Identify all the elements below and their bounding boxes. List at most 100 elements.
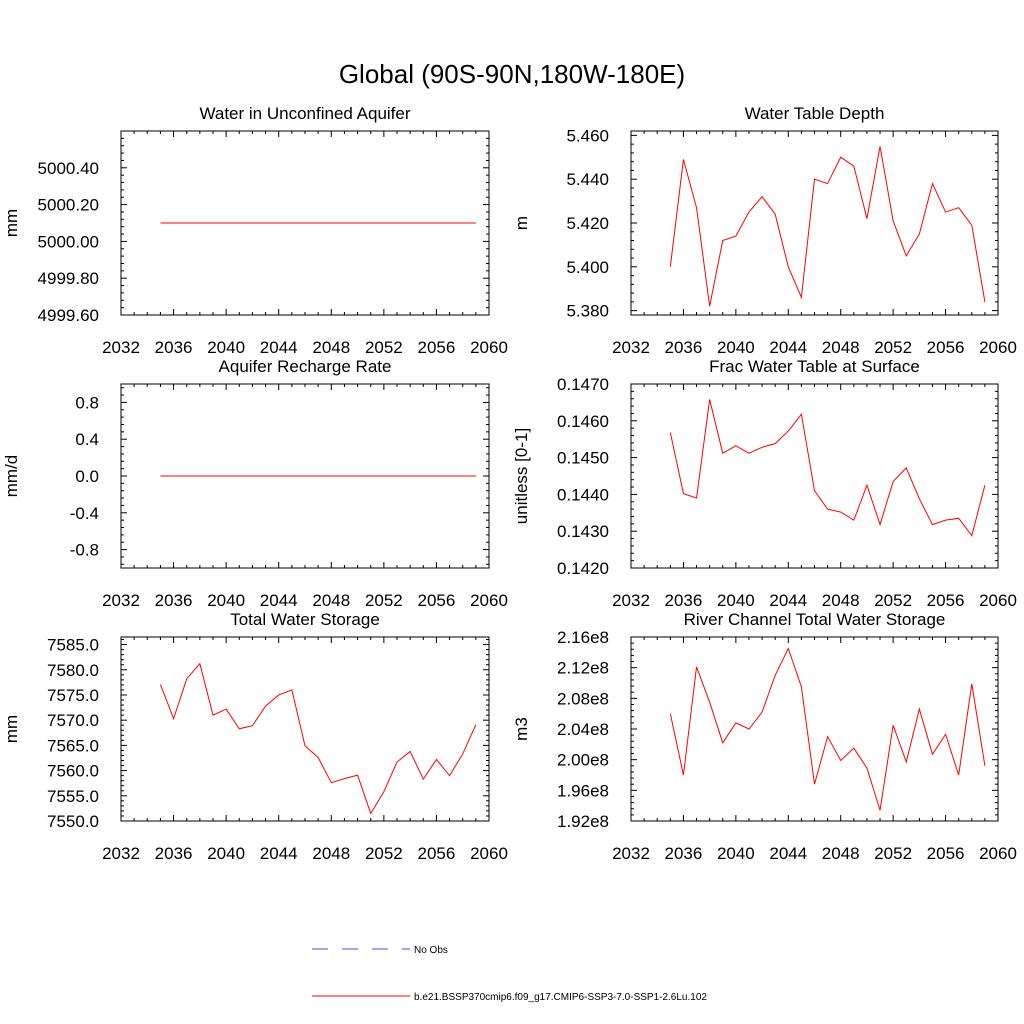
- x-tick-label: 2056: [418, 338, 456, 357]
- y-tick-label: 5000.20: [38, 196, 99, 215]
- x-tick-label: 2040: [207, 591, 245, 610]
- x-tick-label: 2036: [665, 591, 703, 610]
- y-axis-label: m: [512, 216, 531, 230]
- x-tick-label: 2060: [979, 844, 1017, 863]
- y-tick-label: 5.400: [566, 258, 609, 277]
- y-tick-label: -0.4: [70, 504, 99, 523]
- y-tick-label: 7565.0: [47, 736, 99, 755]
- x-tick-label: 2040: [717, 338, 755, 357]
- series-line: [669, 146, 986, 307]
- chart-panel-0: 2032 2036 2040 2044 2048 2052 2056 2060 4999.60 4…: [2, 104, 508, 357]
- y-tick-label: 4999.80: [38, 269, 99, 288]
- y-tick-label: 2.00e8: [557, 751, 609, 770]
- y-tick-label: 0.1440: [557, 485, 609, 504]
- y-tick-label: 0.0: [75, 467, 99, 486]
- y-tick-label: 0.1460: [557, 412, 609, 431]
- x-tick-label: 2044: [769, 591, 807, 610]
- chart-panel-4: 2032 2036 2040 2044 2048 2052 2056 2060 7550.0 75…: [2, 610, 508, 863]
- x-tick-label: 2052: [365, 844, 403, 863]
- y-tick-label: 4999.60: [38, 306, 99, 325]
- x-tick-label: 2036: [155, 591, 193, 610]
- x-tick-label: 2052: [365, 591, 403, 610]
- y-axis-label: m3: [512, 717, 531, 741]
- x-tick-label: 2032: [612, 844, 650, 863]
- legend: No Obs b.e21.BSSP370cmip6.f09_g17.CMIP6-…: [312, 945, 707, 1003]
- x-tick-label: 2036: [665, 844, 703, 863]
- x-tick-label: 2044: [260, 591, 298, 610]
- x-tick-label: 2056: [927, 591, 965, 610]
- panel-title: River Channel Total Water Storage: [684, 610, 946, 629]
- legend-label-no-obs: No Obs: [414, 945, 448, 956]
- x-tick-label: 2032: [102, 844, 140, 863]
- panel-title: Frac Water Table at Surface: [709, 357, 920, 376]
- x-tick-label: 2032: [102, 338, 140, 357]
- y-tick-label: 7555.0: [47, 787, 99, 806]
- x-tick-label: 2044: [769, 844, 807, 863]
- y-tick-label: 0.4: [75, 430, 99, 449]
- y-tick-label: 5.460: [566, 126, 609, 145]
- y-tick-label: -0.8: [70, 541, 99, 560]
- x-tick-label: 2040: [207, 844, 245, 863]
- y-tick-label: 0.1430: [557, 522, 609, 541]
- panel-title: Aquifer Recharge Rate: [219, 357, 392, 376]
- x-tick-label: 2060: [979, 591, 1017, 610]
- y-axis-label: mm: [2, 715, 21, 743]
- x-tick-label: 2060: [470, 844, 508, 863]
- y-tick-label: 0.1450: [557, 449, 609, 468]
- y-tick-label: 7550.0: [47, 812, 99, 831]
- series-line: [159, 662, 477, 815]
- y-tick-label: 0.1420: [557, 559, 609, 578]
- chart-panel-5: 2032 2036 2040 2044 2048 2052 2056 2060 1.92e8 1.…: [512, 610, 1017, 863]
- y-tick-label: 2.04e8: [557, 720, 609, 739]
- panel-title: Water in Unconfined Aquifer: [199, 104, 410, 123]
- y-tick-label: 7580.0: [47, 661, 99, 680]
- x-tick-label: 2048: [312, 338, 350, 357]
- x-tick-label: 2052: [874, 591, 912, 610]
- x-tick-label: 2048: [312, 591, 350, 610]
- plot-frame: [120, 636, 490, 822]
- x-tick-label: 2040: [717, 844, 755, 863]
- y-tick-label: 1.96e8: [557, 781, 609, 800]
- y-axis-label: mm/d: [2, 455, 21, 498]
- plot-frame: [630, 636, 999, 822]
- x-tick-label: 2056: [927, 338, 965, 357]
- y-tick-label: 7585.0: [47, 636, 99, 655]
- y-tick-label: 7560.0: [47, 762, 99, 781]
- y-tick-label: 0.1470: [557, 375, 609, 394]
- legend-label-model: b.e21.BSSP370cmip6.f09_g17.CMIP6-SSP3-7.…: [414, 992, 707, 1003]
- x-tick-label: 2048: [822, 338, 860, 357]
- series-line: [669, 647, 986, 811]
- plot-frame: [630, 383, 999, 569]
- x-tick-label: 2032: [612, 338, 650, 357]
- y-axis-label: mm: [2, 209, 21, 237]
- plot-frame: [630, 130, 999, 316]
- x-tick-label: 2040: [207, 338, 245, 357]
- x-tick-label: 2048: [822, 591, 860, 610]
- x-tick-label: 2048: [312, 844, 350, 863]
- chart-panel-2: 2032 2036 2040 2044 2048 2052 2056 2060 -0.8 -0.4…: [2, 357, 508, 610]
- y-tick-label: 2.16e8: [557, 628, 609, 647]
- y-tick-label: 5000.40: [38, 159, 99, 178]
- y-tick-label: 2.12e8: [557, 659, 609, 678]
- y-tick-label: 7575.0: [47, 686, 99, 705]
- y-tick-label: 0.8: [75, 393, 99, 412]
- x-tick-label: 2044: [260, 338, 298, 357]
- panel-title: Total Water Storage: [230, 610, 380, 629]
- x-tick-label: 2052: [365, 338, 403, 357]
- x-tick-label: 2040: [717, 591, 755, 610]
- x-tick-label: 2052: [874, 844, 912, 863]
- y-tick-label: 5.420: [566, 214, 609, 233]
- x-tick-label: 2036: [155, 338, 193, 357]
- x-tick-label: 2036: [665, 338, 703, 357]
- x-tick-label: 2060: [470, 591, 508, 610]
- chart-panel-1: 2032 2036 2040 2044 2048 2052 2056 2060 5.380 5.4…: [512, 104, 1017, 357]
- y-axis-label: unitless [0-1]: [512, 428, 531, 524]
- x-tick-label: 2032: [612, 591, 650, 610]
- x-tick-label: 2060: [470, 338, 508, 357]
- x-tick-label: 2044: [260, 844, 298, 863]
- figure-title: Global (90S-90N,180W-180E): [339, 59, 685, 89]
- panel-title: Water Table Depth: [745, 104, 885, 123]
- x-tick-label: 2056: [927, 844, 965, 863]
- y-tick-label: 7570.0: [47, 711, 99, 730]
